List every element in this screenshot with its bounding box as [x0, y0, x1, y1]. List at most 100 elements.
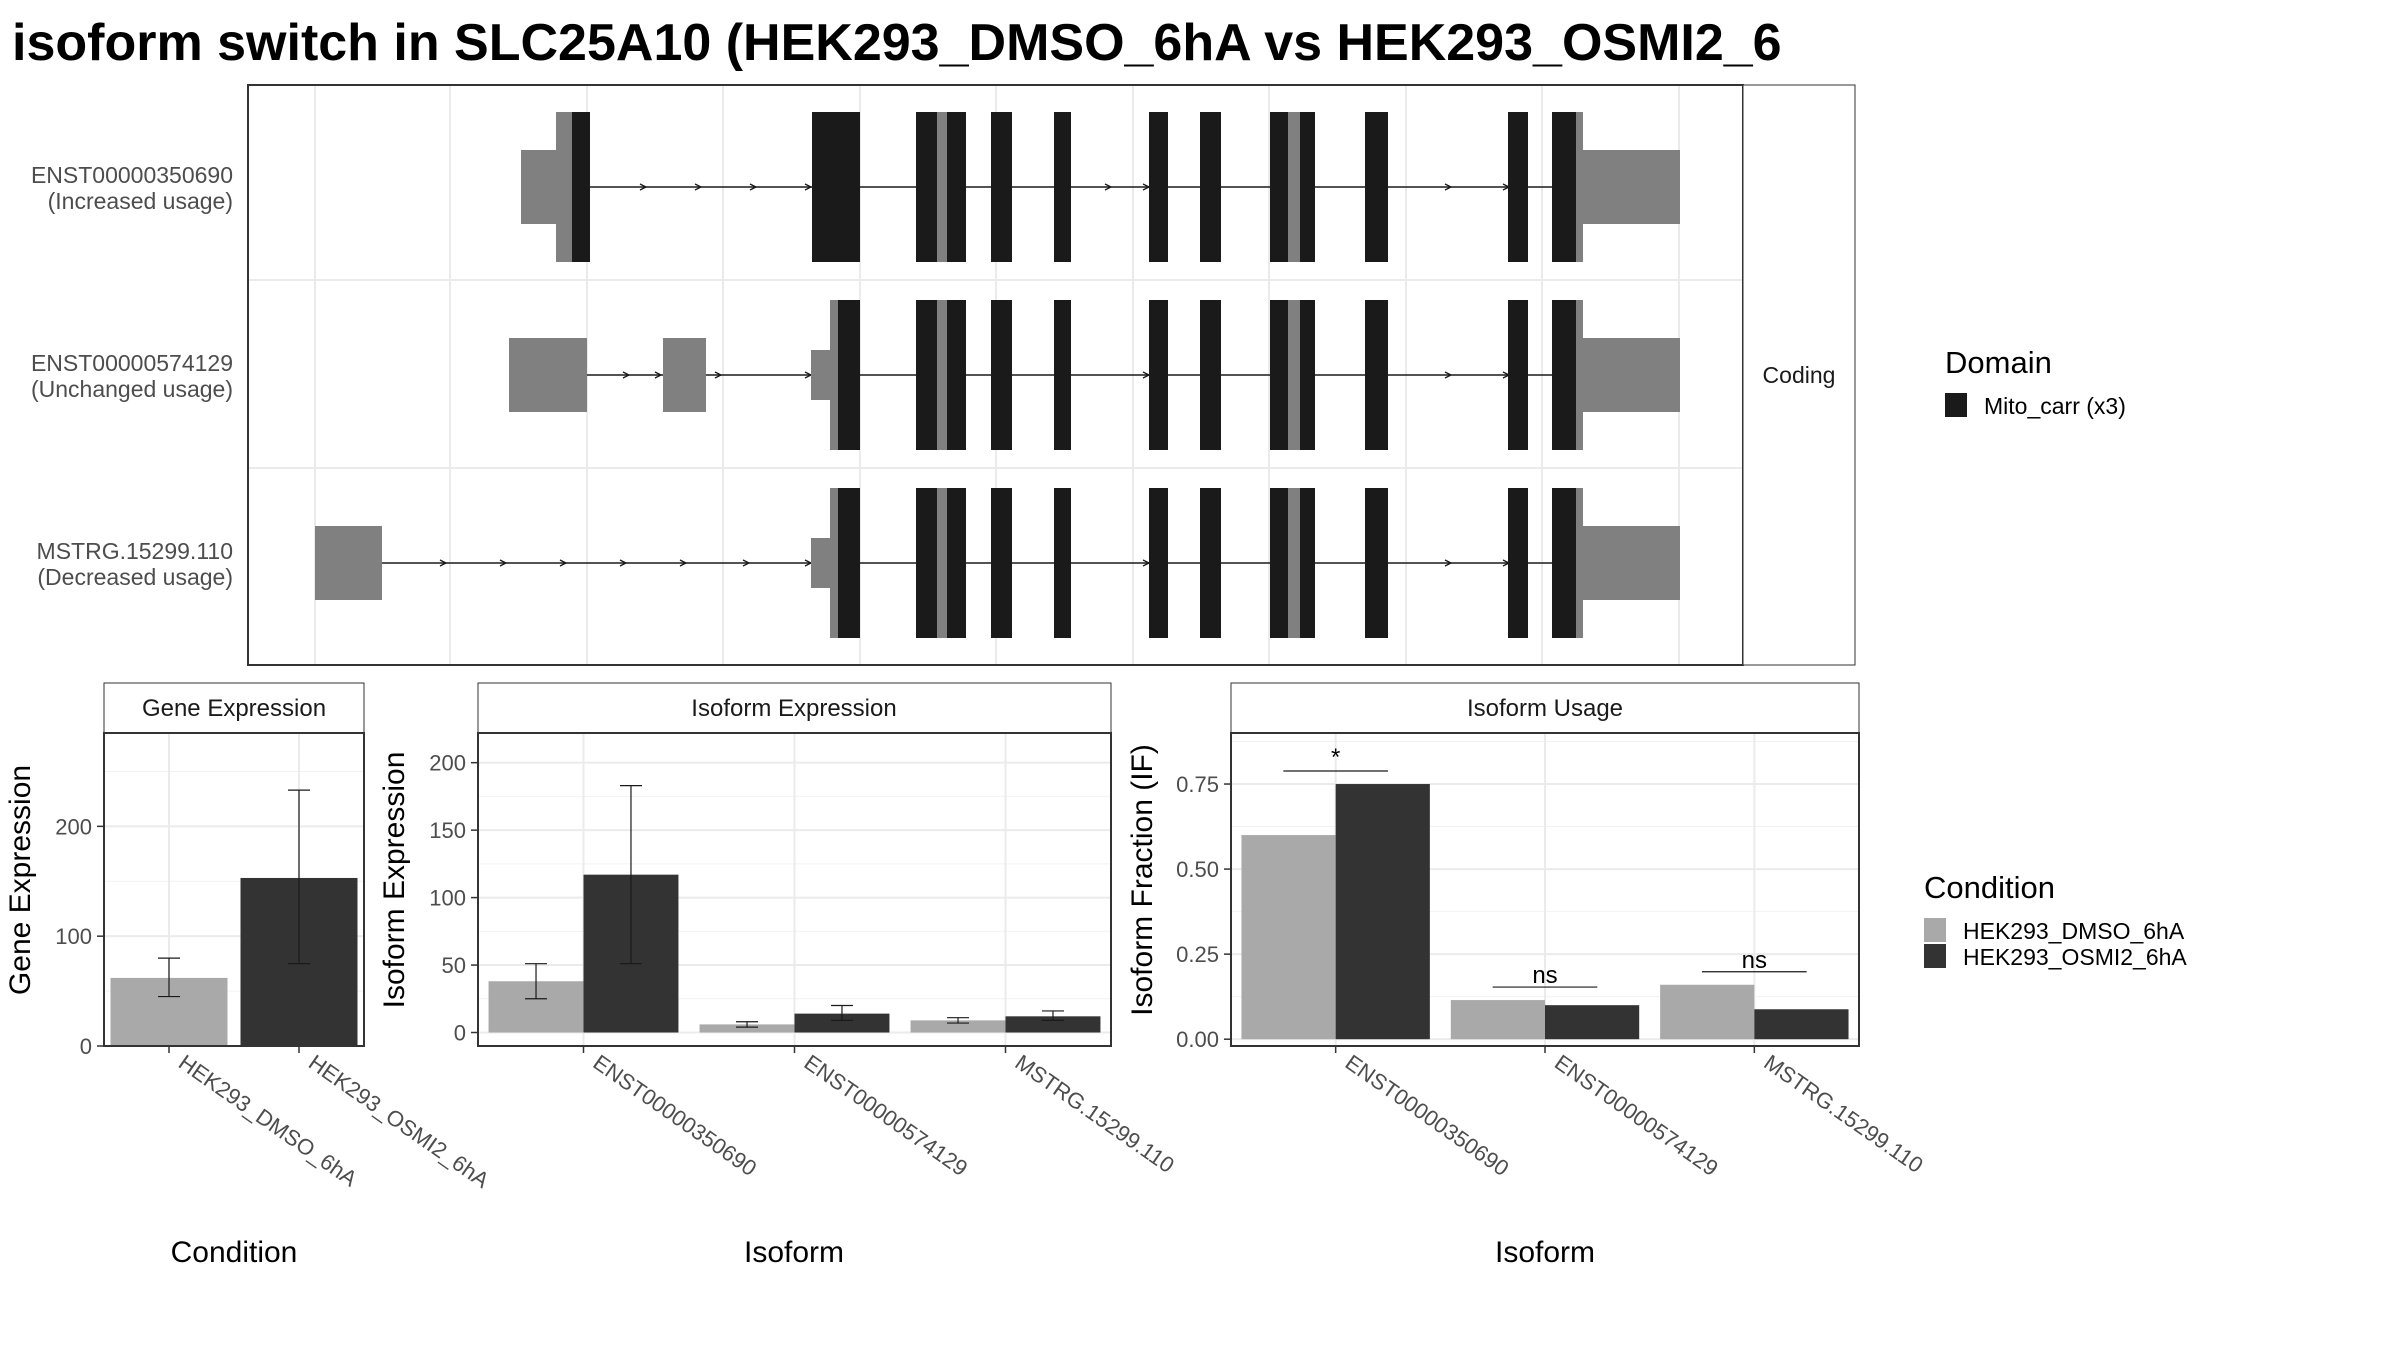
y-tick-label: 0.75 [1176, 772, 1219, 797]
isoform-usage-x-title: Isoform [1495, 1236, 1595, 1269]
coding-exon [1288, 112, 1300, 262]
isoform-usage-y-title: Isoform Fraction (IF) [1126, 744, 1159, 1016]
y-tick-label: 0 [454, 1021, 466, 1046]
intron-direction-arrow [804, 183, 813, 191]
y-tick-label: 150 [429, 818, 466, 843]
isoform-bar [1754, 1009, 1849, 1040]
mito-carr-domain-exon [1149, 112, 1168, 262]
mito-carr-domain-exon [1300, 112, 1315, 262]
x-tick-label: ENST00000350690 [589, 1050, 762, 1181]
utr-exon [663, 338, 706, 412]
isoform-bar [1241, 835, 1336, 1040]
mito-carr-domain-exon [1149, 488, 1168, 638]
domain-legend-label: Mito_carr (x3) [1984, 393, 2126, 419]
mito-carr-domain-exon [1365, 300, 1388, 450]
isoform-bar [1005, 1016, 1101, 1033]
y-tick-label: 200 [429, 751, 466, 776]
y-tick-label: 0.00 [1176, 1027, 1219, 1052]
mito-carr-domain-exon [838, 488, 860, 638]
y-tick-label: 0 [80, 1034, 92, 1059]
transcript-label-2: ENST00000574129 (Unchanged usage) [31, 350, 233, 402]
utr-exon [1583, 150, 1680, 224]
mito-carr-domain-exon [947, 112, 966, 262]
x-tick-label: ENST00000574129 [1550, 1050, 1723, 1181]
mito-carr-domain-exon [1552, 112, 1576, 262]
condition-legend-label-dmso: HEK293_DMSO_6hA [1963, 918, 2185, 944]
significance-label: * [1331, 744, 1340, 771]
isoform-expression-panel: Isoform Expression Isoform Isoform Expre… [378, 682, 1179, 1269]
transcript-label-3: MSTRG.15299.110 (Decreased usage) [37, 538, 233, 590]
mito-carr-domain-exon [1300, 300, 1315, 450]
transcript-id-3: MSTRG.15299.110 [37, 538, 233, 564]
intron-direction-arrow [714, 371, 723, 379]
transcript-id-2: ENST00000574129 [31, 350, 233, 376]
intron-direction-arrow [694, 183, 703, 191]
figure-title: isoform switch in SLC25A10 (HEK293_DMSO_… [12, 14, 1782, 72]
isoform-usage-panel: Isoform Usage Isoform Isoform Fraction (… [1126, 682, 1928, 1269]
mito-carr-domain-exon [1300, 488, 1315, 638]
intron-direction-arrow [1444, 559, 1453, 567]
coding-exon [811, 350, 830, 400]
mito-carr-domain-exon [1552, 488, 1576, 638]
transcript-features [315, 112, 1680, 638]
coding-exon [811, 538, 830, 588]
isoform-bar [794, 1013, 890, 1033]
intron-direction-arrow [654, 371, 663, 379]
condition-legend-title: Condition [1924, 870, 2055, 905]
intron-direction-arrow [639, 183, 648, 191]
mito-carr-domain-exon [1270, 300, 1288, 450]
domain-legend: Domain Mito_carr (x3) [1945, 345, 2126, 419]
intron-direction-arrow [559, 559, 568, 567]
coding-exon [1576, 300, 1583, 450]
isoform-bar [1660, 984, 1755, 1040]
isoform-usage-strip-label: Isoform Usage [1467, 695, 1623, 722]
intron-direction-arrow [1444, 371, 1453, 379]
coding-strip-label: Coding [1763, 362, 1836, 388]
intron-direction-arrow [439, 559, 448, 567]
coding-strip [1742, 84, 1856, 666]
intron-direction-arrow [622, 371, 631, 379]
plot-border [103, 732, 365, 1047]
utr-exon [1583, 526, 1680, 600]
mito-carr-domain-exon [1200, 300, 1221, 450]
mito-carr-domain-exon [991, 488, 1012, 638]
gene-expression-x-title: Condition [171, 1236, 298, 1269]
isoform-expression-strip [477, 682, 1112, 734]
mito-carr-domain-exon [1508, 488, 1528, 638]
mito-carr-domain-exon [1552, 300, 1576, 450]
condition-legend: Condition HEK293_DMSO_6hA HEK293_OSMI2_6… [1924, 870, 2187, 970]
plot-border [1230, 732, 1860, 1047]
mito-carr-domain-exon [1365, 488, 1388, 638]
isoform-expression-x-title: Isoform [744, 1236, 844, 1269]
coding-exon [937, 488, 947, 638]
utr-exon [509, 338, 587, 412]
gene-expression-y-title: Gene Expression [4, 765, 37, 995]
x-tick-label: MSTRG.15299.110 [1011, 1050, 1179, 1178]
intron-direction-arrow [1104, 183, 1113, 191]
coding-exon [1288, 488, 1300, 638]
coding-exon [937, 300, 947, 450]
utr-exon [1583, 338, 1680, 412]
mito-carr-domain-exon [1200, 488, 1221, 638]
coding-exon [556, 112, 572, 262]
transcript-usage-2: (Unchanged usage) [31, 376, 233, 402]
gene-expression-strip [103, 682, 365, 734]
isoform-expression-strip-label: Isoform Expression [691, 695, 896, 722]
isoform-bar [699, 1024, 795, 1033]
transcript-usage-1: (Increased usage) [48, 188, 233, 214]
transcript-structure-panel: Coding ENST00000350690 (Increased usage)… [31, 84, 1856, 666]
x-tick-label: ENST00000574129 [800, 1050, 973, 1181]
condition-legend-key-osmi2 [1924, 944, 1946, 968]
intron-direction-arrow [619, 559, 628, 567]
isoform-bar [1335, 784, 1430, 1040]
coding-exon [1288, 300, 1300, 450]
transcript-usage-3: (Decreased usage) [37, 564, 233, 590]
mito-carr-domain-exon [1508, 112, 1528, 262]
utr-exon [315, 526, 382, 600]
mito-carr-domain-exon [572, 112, 590, 262]
mito-carr-domain-exon [1270, 112, 1288, 262]
gene-expression-panel: Gene Expression Condition Gene Expressio… [4, 682, 494, 1269]
intron-direction-arrow [742, 559, 751, 567]
mito-carr-domain-exon [1365, 112, 1388, 262]
